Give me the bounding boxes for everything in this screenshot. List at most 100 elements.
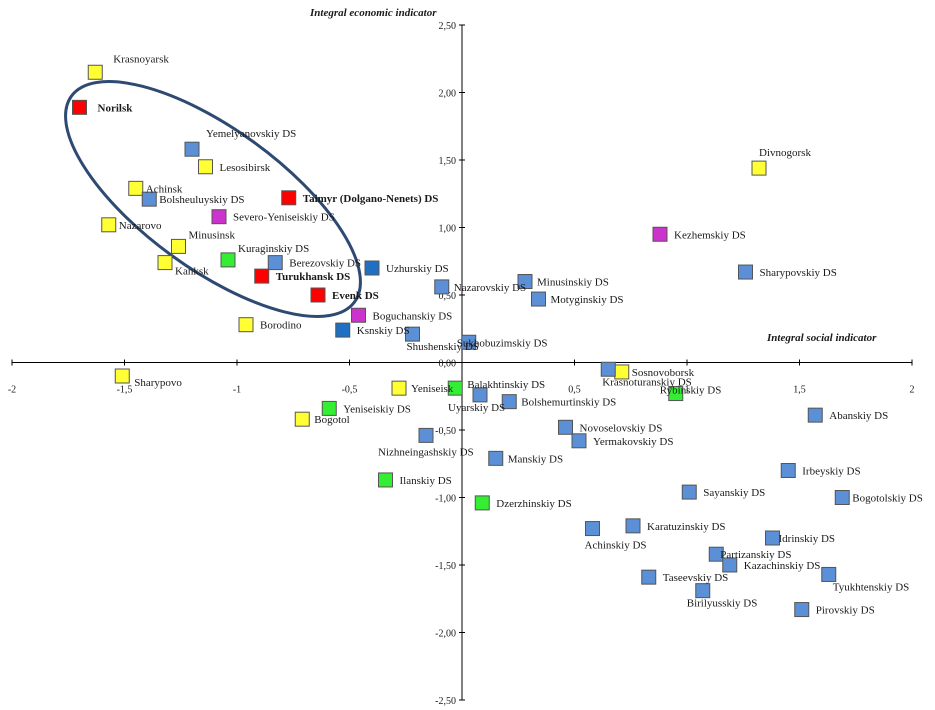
axes: -2 -1,5 -1 -0,5 0,5 1 1,5 2 2,50 2,00 1,50 1,00 0,50… bbox=[8, 21, 915, 707]
point-marker-kezhemskiy-ds bbox=[652, 226, 668, 242]
point-label-manskiy-ds: Manskiy DS bbox=[508, 453, 563, 465]
point-label-sosnovoborsk: Sosnovoborsk bbox=[632, 367, 695, 379]
point-marker-taimyr-dolgano-nenets-ds bbox=[281, 190, 297, 206]
y-tick-label: 2,00 bbox=[439, 89, 457, 100]
point-label-taseevskiy-ds: Taseevskiy DS bbox=[663, 572, 729, 584]
point-label-kezhemskiy-ds: Kezhemskiy DS bbox=[674, 229, 746, 241]
point-marker-nizhneingashskiy-ds bbox=[418, 427, 434, 443]
y-tick-label: -0,50 bbox=[435, 426, 456, 437]
point-marker-yeniseiskiy-ds bbox=[321, 400, 337, 416]
point-marker-yeniseisk bbox=[391, 380, 407, 396]
point-marker-boguchanskiy-ds bbox=[351, 307, 366, 323]
point-label-achinskiy-ds: Achinskiy DS bbox=[585, 540, 647, 552]
point-marker-kazachinskiy-ds bbox=[722, 557, 738, 573]
point-marker-taseevskiy-ds bbox=[641, 569, 657, 585]
point-marker-kuraginskiy-ds bbox=[220, 252, 236, 268]
y-tick-label: 1,50 bbox=[439, 156, 457, 167]
point-marker-yemelyanovskiy-ds bbox=[184, 141, 200, 157]
point-marker-partizanskiy-ds bbox=[708, 546, 724, 562]
point-label-sharypovo: Sharypovo bbox=[134, 377, 182, 389]
point-marker-borodino bbox=[238, 317, 254, 333]
point-label-evenk-ds: Evenk DS bbox=[332, 290, 379, 302]
point-label-shushenskiy-ds: Shushenskiy DS bbox=[407, 341, 479, 353]
point-marker-norilsk bbox=[72, 99, 87, 115]
point-label-norilsk: Norilsk bbox=[98, 102, 134, 114]
x-tick-label: 2 bbox=[910, 385, 915, 396]
y-axis-title: Integral economic indicator bbox=[309, 7, 437, 19]
point-marker-sayanskiy-ds bbox=[681, 484, 697, 500]
point-label-birilyusskiy-ds: Birilyusskiy DS bbox=[687, 598, 758, 610]
point-label-yermakovskiy-ds: Yermakovskiy DS bbox=[593, 436, 673, 448]
x-tick-label: -0,5 bbox=[342, 385, 358, 396]
point-marker-kanksk bbox=[157, 255, 173, 271]
point-marker-krasnoturanskiy-ds bbox=[600, 361, 616, 377]
point-marker-irbeyskiy-ds bbox=[780, 463, 796, 478]
point-label-dzerzhinskiy-ds: Dzerzhinskiy DS bbox=[496, 498, 571, 510]
point-marker-sharypovo bbox=[114, 368, 130, 384]
point-label-irbeyskiy-ds: Irbeyskiy DS bbox=[802, 466, 860, 478]
point-marker-manskiy-ds bbox=[488, 450, 504, 466]
point-marker-bogotolskiy-ds bbox=[834, 490, 850, 505]
point-marker-ilanskiy-ds bbox=[378, 472, 393, 488]
point-label-ilanskiy-ds: Ilanskiy DS bbox=[400, 475, 452, 487]
point-label-ksnskiy-ds: Ksnskiy DS bbox=[357, 325, 410, 337]
point-marker-ksnskiy-ds bbox=[335, 322, 351, 338]
point-label-yemelyanovskiy-ds: Yemelyanovskiy DS bbox=[206, 128, 296, 140]
point-label-bolsheuluyskiy-ds: Bolsheuluyskiy DS bbox=[159, 194, 244, 206]
point-label-kuraginskiy-ds: Kuraginskiy DS bbox=[238, 243, 309, 255]
point-marker-pirovskiy-ds bbox=[794, 602, 810, 618]
point-marker-uyarskiy-ds bbox=[472, 387, 488, 403]
point-label-berezovskiy-ds: Berezovskiy DS bbox=[289, 258, 361, 270]
point-label-krasnoyarsk: Krasnoyarsk bbox=[113, 53, 169, 65]
point-marker-bolshemurtinskiy-ds bbox=[501, 394, 517, 410]
point-label-partizanskiy-ds: Partizanskiy DS bbox=[720, 549, 791, 561]
point-label-bolshemurtinskiy-ds: Bolshemurtinskiy DS bbox=[521, 397, 616, 409]
point-label-lesosibirsk: Lesosibirsk bbox=[220, 162, 271, 174]
point-label-pirovskiy-ds: Pirovskiy DS bbox=[816, 605, 875, 617]
point-label-sayanskiy-ds: Sayanskiy DS bbox=[703, 487, 765, 499]
x-axis-title: Integral social indicator bbox=[766, 332, 877, 344]
y-tick-label: 2,50 bbox=[439, 21, 457, 32]
point-label-uzhurskiy-ds: Uzhurskiy DS bbox=[386, 263, 449, 275]
point-marker-balakhtinskiy-ds bbox=[447, 380, 463, 396]
y-tick-label: -1,50 bbox=[435, 561, 456, 572]
point-label-abanskiy-ds: Abanskiy DS bbox=[829, 410, 888, 422]
point-label-motyginskiy-ds: Motyginskiy DS bbox=[551, 294, 624, 306]
x-tick-label: -1 bbox=[233, 385, 241, 396]
point-label-turukhansk-ds: Turukhansk DS bbox=[276, 271, 351, 283]
point-marker-minusinskiy-ds bbox=[517, 274, 533, 289]
point-label-krasnoturanskiy-ds: Krasnoturanskiy DS bbox=[602, 376, 692, 388]
point-label-yeniseisk: Yeniseisk bbox=[411, 383, 454, 395]
point-marker-berezovskiy-ds bbox=[267, 255, 283, 271]
point-label-kazachinskiy-ds: Kazachinskiy DS bbox=[744, 560, 821, 572]
point-label-bogotol: Bogotol bbox=[314, 414, 349, 426]
point-marker-evenk-ds bbox=[310, 287, 326, 303]
point-label-rybinskiy-ds: Rybinskiy DS bbox=[660, 385, 722, 397]
point-marker-bogotol bbox=[294, 411, 310, 427]
point-label-karatuzinskiy-ds: Karatuzinskiy DS bbox=[647, 521, 726, 533]
point-marker-turukhansk-ds bbox=[254, 268, 270, 284]
x-tick-label: 0,5 bbox=[568, 385, 581, 396]
point-marker-nazarovskiy-ds bbox=[434, 279, 450, 295]
point-marker-novoselovskiy-ds bbox=[558, 419, 573, 435]
point-label-taimyr-dolgano-nenets-ds: Taimyr (Dolgano-Nenets) DS bbox=[303, 193, 439, 205]
point-marker-sharypovskiy-ds bbox=[738, 264, 753, 280]
point-label-uyarskiy-ds: Uyarskiy DS bbox=[448, 402, 505, 414]
point-marker-achinsk bbox=[128, 180, 144, 196]
point-label-nazarovo: Nazarovo bbox=[119, 220, 162, 232]
y-tick-label: -2,00 bbox=[435, 629, 456, 640]
point-marker-bolsheuluyskiy-ds bbox=[141, 191, 157, 207]
point-label-nizhneingashskiy-ds: Nizhneingashskiy DS bbox=[378, 446, 474, 458]
point-marker-rybinskiy-ds bbox=[668, 386, 684, 402]
point-label-sharypovskiy-ds: Sharypovskiy DS bbox=[760, 267, 837, 279]
point-marker-tyukhtenskiy-ds bbox=[821, 566, 837, 582]
point-label-tyukhtenskiy-ds: Tyukhtenskiy DS bbox=[833, 581, 910, 593]
point-marker-dzerzhinskiy-ds bbox=[474, 495, 490, 511]
x-tick-label: -2 bbox=[8, 385, 16, 396]
point-label-balakhtinskiy-ds: Balakhtinskiy DS bbox=[467, 379, 545, 391]
x-tick-label: 1 bbox=[685, 385, 690, 396]
point-marker-sukhobuzimskiy-ds bbox=[461, 334, 477, 350]
point-marker-minusinsk bbox=[171, 238, 186, 254]
point-label-divnogorsk: Divnogorsk bbox=[759, 147, 811, 159]
point-label-achinsk: Achinsk bbox=[146, 183, 183, 195]
